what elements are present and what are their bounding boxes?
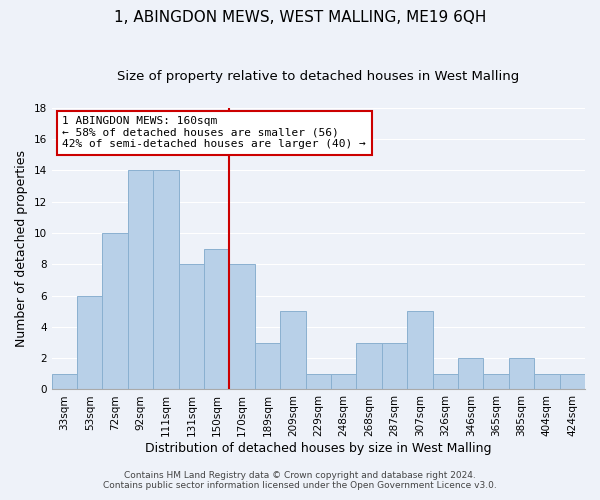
Y-axis label: Number of detached properties: Number of detached properties <box>15 150 28 347</box>
Bar <box>484 374 509 390</box>
Bar <box>458 358 484 390</box>
Bar <box>331 374 356 390</box>
Text: Contains HM Land Registry data © Crown copyright and database right 2024.
Contai: Contains HM Land Registry data © Crown c… <box>103 470 497 490</box>
Bar <box>433 374 458 390</box>
Bar <box>407 311 433 390</box>
Bar <box>305 374 331 390</box>
Bar <box>179 264 204 390</box>
Bar <box>77 296 103 390</box>
Bar <box>229 264 255 390</box>
X-axis label: Distribution of detached houses by size in West Malling: Distribution of detached houses by size … <box>145 442 491 455</box>
Bar <box>560 374 585 390</box>
Bar <box>52 374 77 390</box>
Bar <box>103 233 128 390</box>
Bar <box>204 248 229 390</box>
Bar <box>382 342 407 390</box>
Bar <box>534 374 560 390</box>
Bar <box>255 342 280 390</box>
Title: Size of property relative to detached houses in West Malling: Size of property relative to detached ho… <box>117 70 520 83</box>
Bar <box>128 170 153 390</box>
Bar <box>509 358 534 390</box>
Text: 1, ABINGDON MEWS, WEST MALLING, ME19 6QH: 1, ABINGDON MEWS, WEST MALLING, ME19 6QH <box>114 10 486 25</box>
Text: 1 ABINGDON MEWS: 160sqm
← 58% of detached houses are smaller (56)
42% of semi-de: 1 ABINGDON MEWS: 160sqm ← 58% of detache… <box>62 116 366 150</box>
Bar <box>280 311 305 390</box>
Bar <box>356 342 382 390</box>
Bar <box>153 170 179 390</box>
